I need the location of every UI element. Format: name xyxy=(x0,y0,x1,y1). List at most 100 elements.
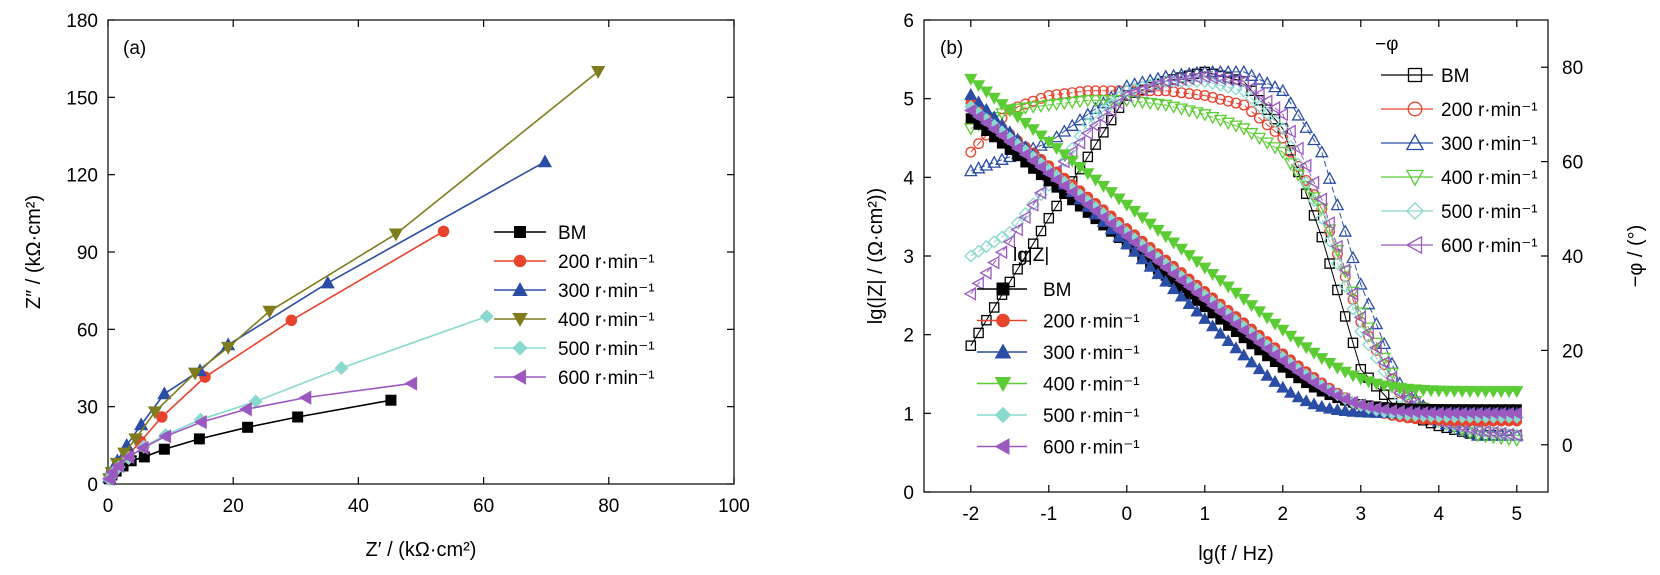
impedance-point xyxy=(1268,375,1282,387)
legend-marker xyxy=(996,313,1010,328)
phase-point xyxy=(1322,171,1337,184)
phase-point xyxy=(1236,74,1250,89)
impedance-point xyxy=(1174,273,1187,287)
impedance-point xyxy=(1198,262,1212,275)
impedance-point xyxy=(1065,155,1079,168)
impedance-point xyxy=(1050,143,1064,156)
data-point xyxy=(121,449,135,465)
impedance-point xyxy=(1174,243,1188,256)
data-point xyxy=(158,429,172,444)
data-point xyxy=(385,394,397,406)
impedance-point xyxy=(1042,136,1056,149)
phase-point xyxy=(1252,99,1267,113)
impedance-point xyxy=(1260,368,1274,381)
phase-point xyxy=(1299,158,1312,173)
legend-label: 500 r·min⁻¹ xyxy=(1441,202,1538,223)
impedance-legend-entry: 500 r·min⁻¹ xyxy=(977,406,1140,427)
impedance-point xyxy=(1135,242,1148,256)
impedance-point xyxy=(1260,342,1273,356)
legend-marker xyxy=(513,254,527,268)
x-tick-label: 0 xyxy=(1122,504,1133,525)
impedance-series-5 xyxy=(964,103,1522,420)
impedance-point xyxy=(987,92,1001,105)
impedance-point xyxy=(1174,289,1188,302)
phase-point xyxy=(1354,324,1368,339)
legend-entry: 300 r·min⁻¹ xyxy=(494,281,655,302)
phase-point xyxy=(1314,192,1328,207)
phase-point xyxy=(1207,91,1219,103)
phase-point xyxy=(1322,216,1335,230)
phase-point xyxy=(1276,121,1290,136)
impedance-point xyxy=(1049,173,1062,187)
impedance-legend-entry: 400 r·min⁻¹ xyxy=(977,375,1140,396)
x-tick-label: 0 xyxy=(103,496,114,517)
legend-label: BM xyxy=(1441,66,1470,87)
panel-b-y-axis-left: 0 1 2 3 4 5 6 xyxy=(903,11,931,504)
impedance-point xyxy=(1338,404,1352,417)
impedance-point xyxy=(1088,204,1101,218)
series-line xyxy=(108,382,412,480)
phase-point xyxy=(1283,95,1298,109)
data-point xyxy=(404,376,418,391)
phase-point xyxy=(1096,111,1109,126)
panel-a-y-axis-label: Z″ / (kΩ·cm²) xyxy=(23,195,45,309)
phase-point xyxy=(1174,103,1189,116)
impedance-point xyxy=(1057,179,1070,193)
phase-point xyxy=(965,146,977,158)
impedance-point xyxy=(1354,398,1366,412)
legend-label: 600 r·min⁻¹ xyxy=(1043,438,1140,459)
phase-point xyxy=(1330,239,1343,254)
data-point xyxy=(193,415,207,430)
phase-point xyxy=(1338,224,1353,237)
phase-point xyxy=(1002,234,1016,249)
phase-point xyxy=(1307,132,1321,146)
impedance-point xyxy=(987,122,1000,136)
y-tick-label: 0 xyxy=(87,475,98,496)
impedance-point xyxy=(1096,210,1109,225)
impedance-point xyxy=(1330,403,1344,416)
impedance-point xyxy=(972,80,986,93)
phase-point xyxy=(1315,211,1329,225)
phase-point xyxy=(1299,120,1314,133)
phase-point xyxy=(1026,198,1039,212)
impedance-point xyxy=(1167,282,1181,295)
phase-point xyxy=(1377,355,1390,370)
impedance-point xyxy=(1089,174,1103,187)
legend-label: 300 r·min⁻¹ xyxy=(1043,343,1140,364)
legend-label: 400 r·min⁻¹ xyxy=(1043,375,1140,396)
impedance-series-3 xyxy=(964,73,1524,399)
impedance-point xyxy=(1034,160,1047,174)
phase-point xyxy=(994,245,1008,260)
impedance-point xyxy=(1135,212,1149,225)
phase-point xyxy=(1291,108,1306,121)
impedance-point xyxy=(1486,386,1500,399)
impedance-point xyxy=(1190,256,1204,269)
phase-point xyxy=(1057,97,1072,111)
impedance-point xyxy=(1182,280,1195,294)
impedance-point xyxy=(1159,261,1171,275)
impedance-point xyxy=(1206,268,1220,281)
impedance-point xyxy=(1026,154,1039,168)
impedance-point xyxy=(1151,224,1165,237)
phase-point xyxy=(1324,258,1335,269)
impedance-point xyxy=(995,99,1009,111)
phase-legend-entry: 200 r·min⁻¹ xyxy=(1381,100,1538,121)
phase-point xyxy=(1306,175,1320,190)
legend-marker xyxy=(514,226,526,238)
phase-point xyxy=(1361,297,1376,310)
phase-point xyxy=(1018,102,1033,115)
impedance-point xyxy=(1510,406,1522,420)
impedance-point xyxy=(1245,355,1259,368)
legend-entry: 500 r·min⁻¹ xyxy=(494,339,655,360)
x-tick-label: 60 xyxy=(473,496,494,517)
phase-legend-title: −φ xyxy=(1375,34,1398,55)
phase-point xyxy=(1330,197,1345,211)
phase-point xyxy=(1191,89,1203,101)
data-point xyxy=(334,361,349,375)
phase-point xyxy=(1275,107,1289,122)
impedance-point xyxy=(1182,297,1196,310)
impedance-point xyxy=(1104,217,1117,231)
impedance-legend-entry: 200 r·min⁻¹ xyxy=(977,312,1140,333)
legend-marker xyxy=(1405,235,1423,255)
